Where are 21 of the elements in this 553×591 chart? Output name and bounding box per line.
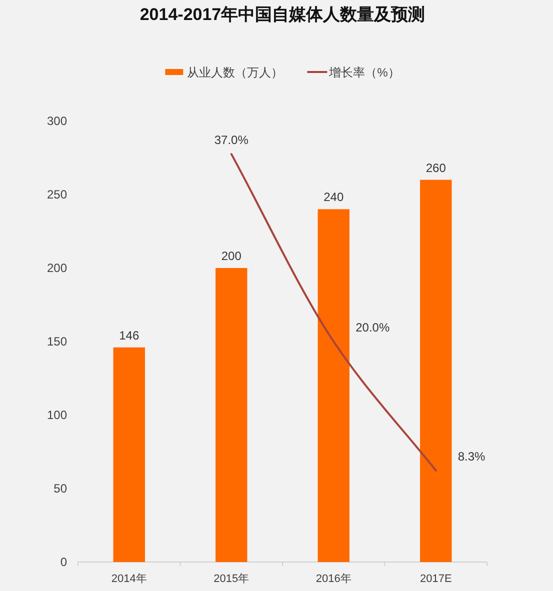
title: 2014-2017年中国自媒体人数量及预测: [140, 5, 426, 24]
x-tick-label: 2016年: [316, 573, 352, 585]
y-tick-label: 250: [46, 188, 67, 202]
data-label: 200: [221, 249, 242, 263]
data-label: 37.0%: [214, 133, 248, 148]
data-label: 20.0%: [356, 320, 390, 334]
y-tick-label: 50: [54, 482, 67, 496]
legend-label: 从业人数（万人）: [187, 66, 284, 80]
x-tick-label: 2017E: [420, 573, 452, 585]
y-tick-label: 150: [46, 334, 67, 348]
x-tick-label: 2014年: [111, 573, 147, 585]
data-label: 8.3%: [458, 450, 486, 464]
x-tick-label: 2015年: [214, 573, 250, 585]
y-tick-label: 200: [46, 261, 67, 275]
y-tick-label: 300: [46, 114, 67, 128]
legend-label: 增长率（%）: [329, 66, 400, 80]
y-tick-label: 0: [60, 555, 67, 569]
y-tick-label: 100: [46, 408, 67, 422]
data-label: 146: [119, 328, 140, 342]
data-label: 260: [426, 160, 446, 175]
data-label: 240: [324, 190, 344, 204]
